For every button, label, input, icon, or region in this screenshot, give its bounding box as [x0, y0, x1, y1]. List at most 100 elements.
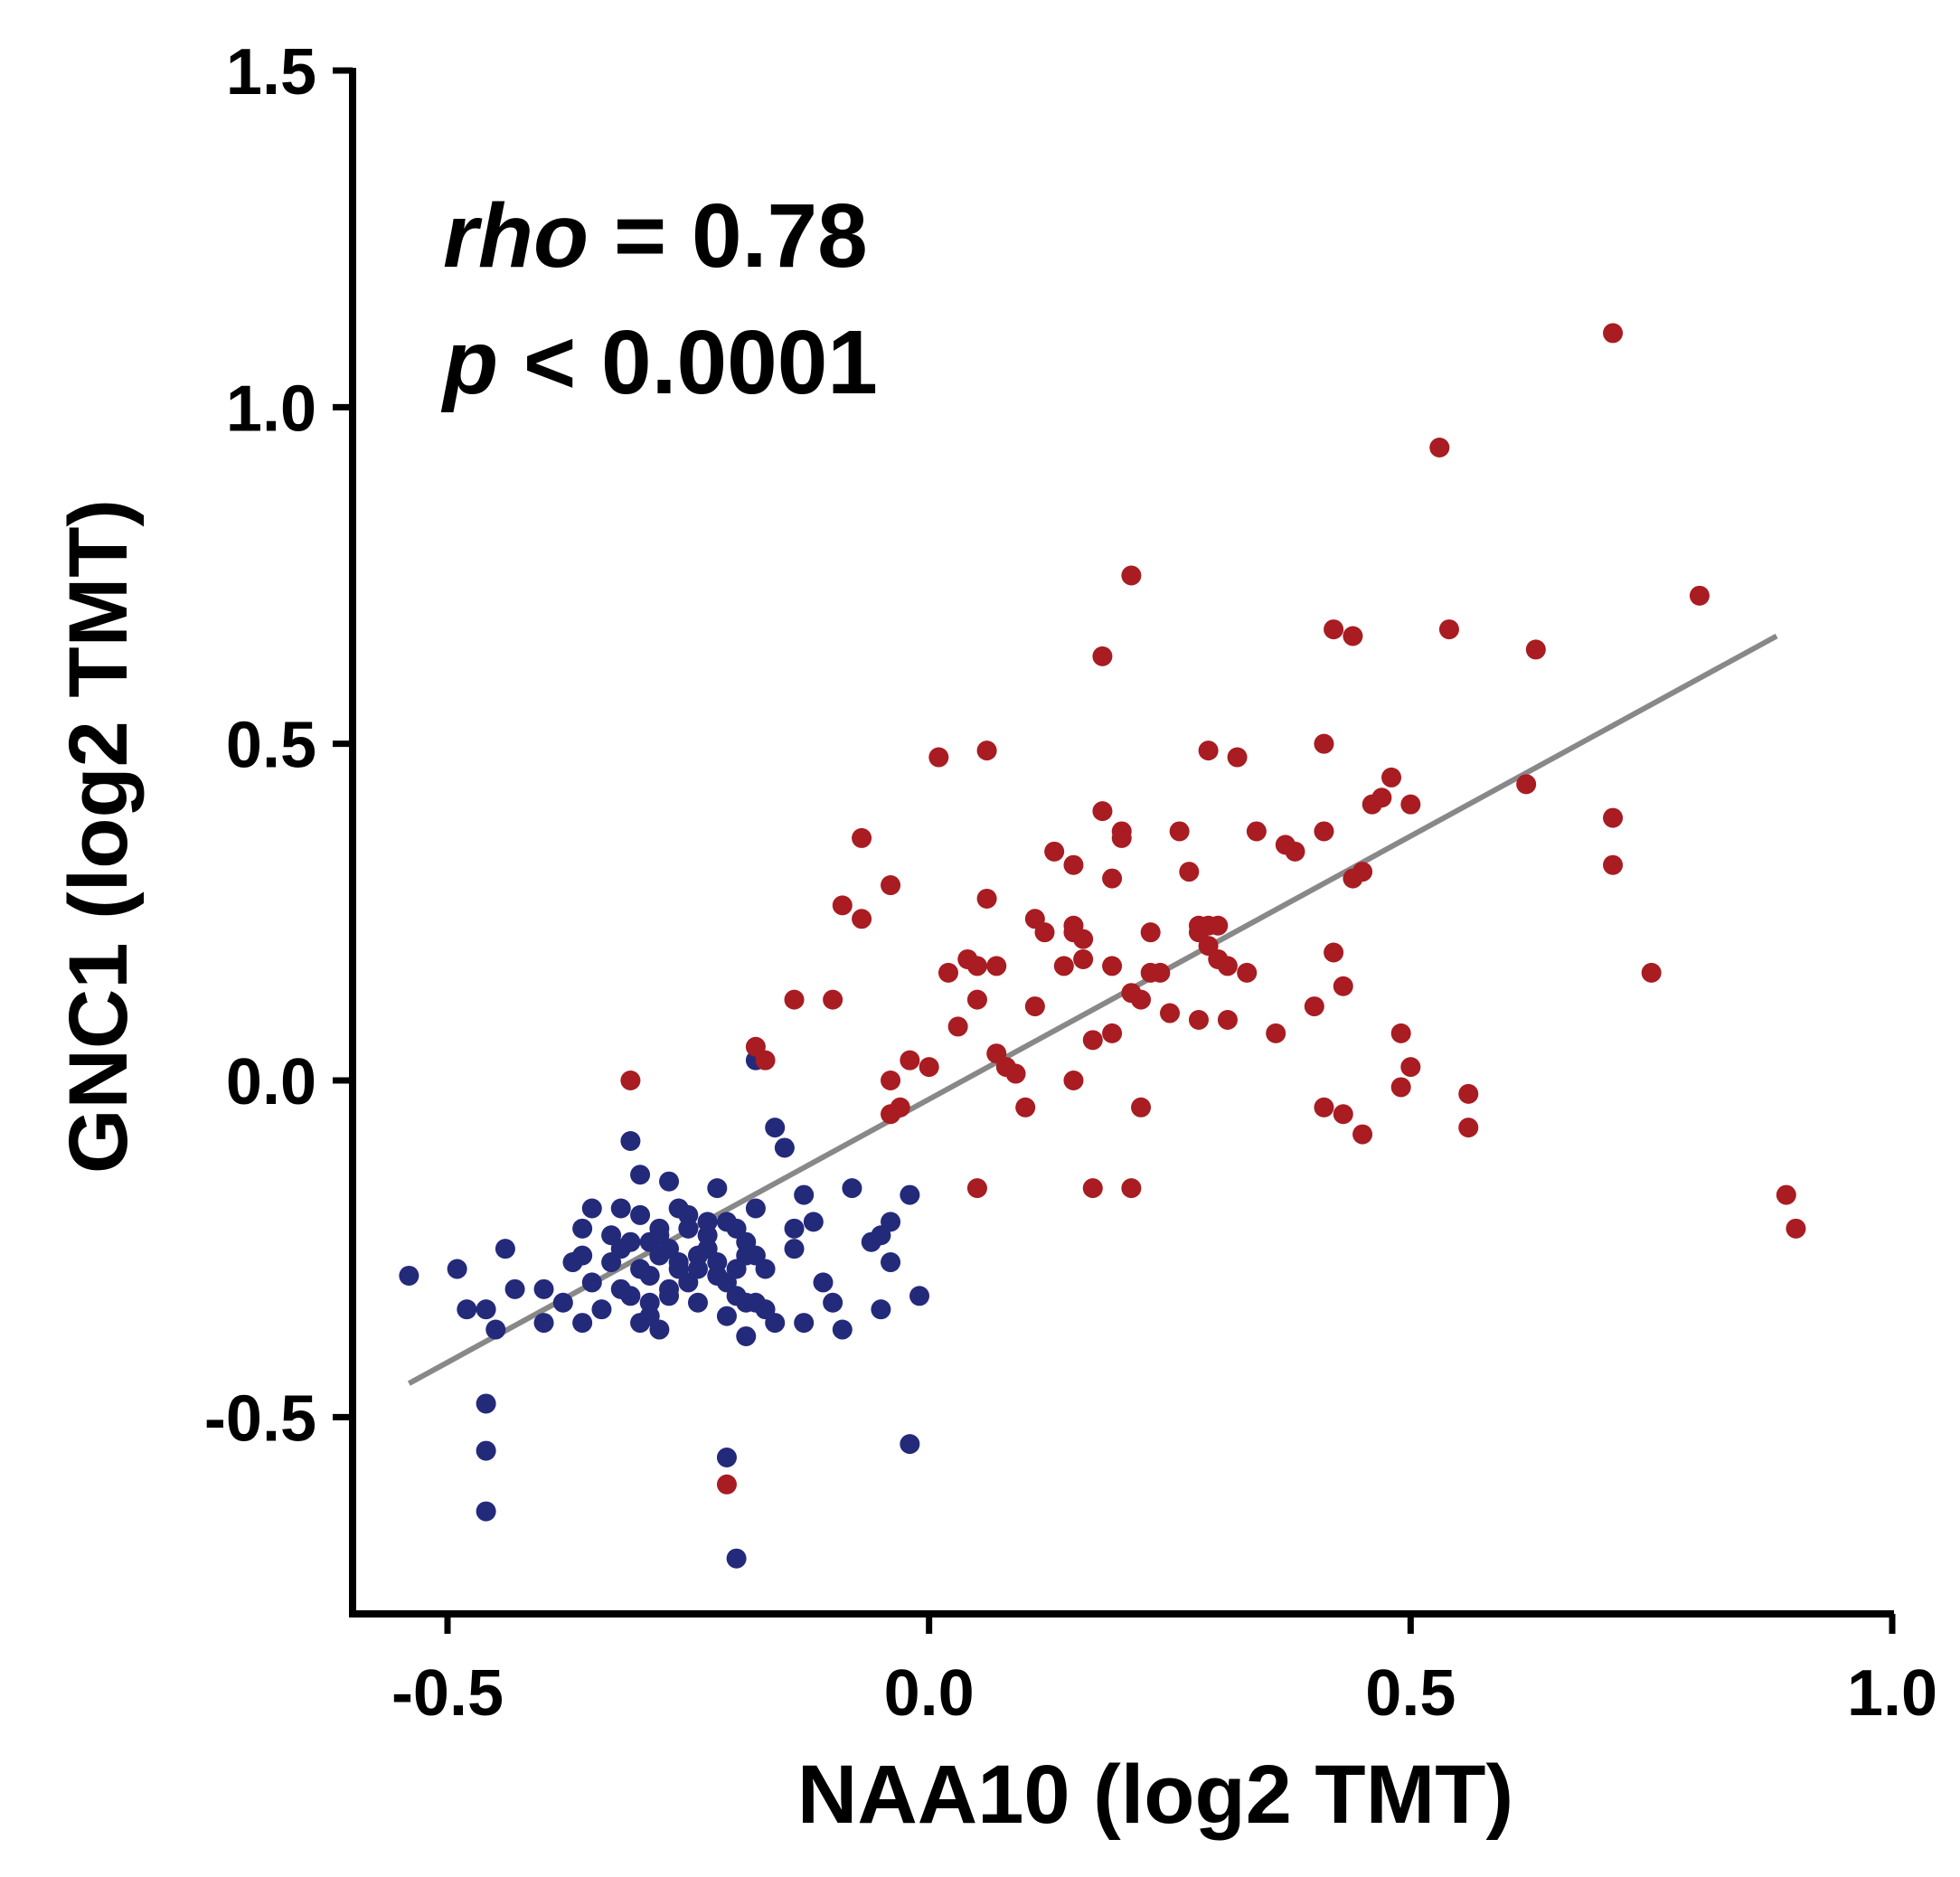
data-point-high — [852, 827, 872, 848]
data-point-low — [765, 1313, 786, 1334]
data-point-high — [1285, 841, 1305, 862]
data-point-low — [620, 1231, 641, 1252]
data-point-high — [938, 962, 958, 983]
data-point-low — [871, 1299, 891, 1320]
data-point-low — [716, 1306, 737, 1326]
data-point-low — [610, 1198, 631, 1219]
p-value: < 0.0001 — [498, 312, 878, 413]
y-axis-title: GNC1 (log2 TMT) — [52, 499, 145, 1174]
data-point-high — [1603, 807, 1624, 828]
data-point-high — [881, 1071, 901, 1090]
data-point-high — [1102, 1023, 1123, 1043]
data-point-low — [630, 1204, 651, 1225]
data-point-low — [572, 1218, 593, 1239]
data-point-low — [581, 1272, 602, 1293]
y-tick-label: 1.5 — [226, 36, 316, 108]
data-point-high — [1034, 922, 1055, 943]
data-point-high — [986, 956, 1007, 976]
data-point-low — [687, 1292, 708, 1313]
data-point-low — [552, 1292, 573, 1313]
data-point-low — [649, 1319, 670, 1340]
data-point-high — [890, 1097, 910, 1118]
y-tick-label: -0.5 — [204, 1382, 316, 1455]
data-point-low — [630, 1313, 651, 1334]
data-point-high — [1400, 1057, 1421, 1078]
data-point-low — [630, 1165, 651, 1185]
data-point-high — [1179, 862, 1200, 882]
data-point-high — [1188, 915, 1209, 936]
data-point-low — [447, 1259, 467, 1279]
data-point-low — [745, 1198, 766, 1219]
data-point-high — [1516, 774, 1537, 795]
data-point-low — [476, 1299, 496, 1320]
x-axis-title: NAA10 (log2 TMT) — [797, 1749, 1513, 1841]
data-point-high — [947, 1016, 968, 1037]
data-point-low — [504, 1278, 525, 1299]
data-point-high — [1381, 767, 1402, 788]
data-point-low — [900, 1434, 920, 1455]
data-point-low — [736, 1325, 757, 1346]
data-point-low — [716, 1448, 737, 1468]
data-point-high — [1217, 956, 1238, 976]
data-point-high — [620, 1071, 641, 1090]
y-tick-label: 0.5 — [226, 710, 316, 782]
data-point-high — [1063, 1071, 1084, 1090]
data-point-high — [966, 956, 987, 976]
data-point-high — [1314, 1097, 1334, 1118]
y-tick-label: 1.0 — [226, 373, 316, 445]
data-point-low — [572, 1313, 593, 1334]
data-point-low — [476, 1501, 496, 1522]
data-point-high — [1150, 962, 1171, 983]
data-point-low — [678, 1204, 699, 1225]
data-point-high — [1429, 438, 1450, 458]
data-point-low — [639, 1265, 660, 1286]
data-point-high — [1005, 1063, 1026, 1084]
data-point-high — [1266, 1023, 1286, 1043]
data-point-low — [668, 1252, 689, 1273]
data-point-high — [1786, 1218, 1806, 1239]
data-point-high — [1641, 962, 1662, 983]
data-point-low — [765, 1118, 786, 1138]
data-point-low — [716, 1212, 737, 1232]
data-point-low — [794, 1184, 815, 1205]
data-point-low — [832, 1319, 853, 1340]
data-point-high — [1438, 619, 1459, 640]
data-points-layer — [399, 323, 1806, 1569]
data-point-high — [784, 989, 805, 1010]
data-point-low — [697, 1225, 718, 1246]
data-point-high — [1198, 740, 1219, 761]
data-point-high — [1314, 821, 1334, 842]
x-tick-label: -0.5 — [391, 1657, 504, 1730]
data-point-low — [774, 1137, 795, 1158]
axes-layer — [349, 68, 1894, 1618]
data-point-high — [832, 895, 853, 916]
data-point-high — [1073, 929, 1094, 949]
data-point-low — [745, 1245, 766, 1266]
data-point-high — [823, 989, 843, 1010]
data-point-high — [1082, 1030, 1103, 1051]
data-point-low — [485, 1319, 506, 1340]
data-point-low — [659, 1171, 680, 1192]
data-point-high — [919, 1057, 939, 1078]
data-point-high — [755, 1050, 776, 1071]
data-point-high — [1390, 1023, 1411, 1043]
data-point-low — [495, 1239, 515, 1259]
data-point-high — [1092, 801, 1113, 822]
rho-value: = 0.78 — [589, 185, 868, 287]
data-point-high — [1458, 1083, 1479, 1104]
data-point-high — [1324, 942, 1344, 963]
data-point-high — [1400, 794, 1421, 815]
data-point-low — [881, 1212, 901, 1232]
data-point-high — [1015, 1097, 1036, 1118]
data-point-low — [572, 1245, 593, 1266]
data-point-low — [620, 1131, 641, 1152]
data-point-high — [1131, 989, 1152, 1010]
p-annotation: p < 0.0001 — [440, 312, 878, 413]
data-point-high — [1131, 1097, 1152, 1118]
data-point-high — [1092, 646, 1113, 666]
data-point-high — [1169, 821, 1190, 842]
data-point-high — [1776, 1184, 1796, 1205]
data-point-low — [399, 1265, 419, 1286]
x-tick-label: 0.5 — [1365, 1657, 1456, 1730]
data-point-low — [784, 1239, 805, 1259]
